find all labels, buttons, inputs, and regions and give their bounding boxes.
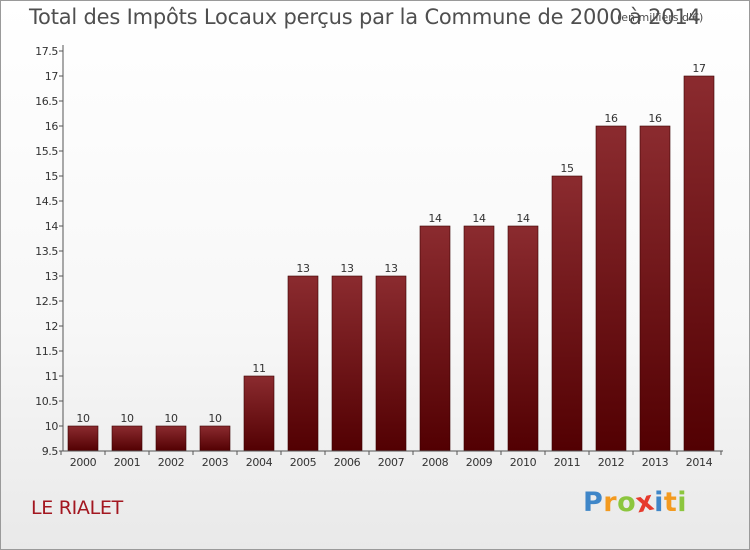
bars-group: 10 10 10 10 11 13 13 13 14 14 14 15 16 16 17 — [67, 62, 715, 452]
bar — [507, 225, 539, 452]
bar-value-label: 10 — [76, 412, 90, 425]
bar — [683, 75, 715, 452]
bar-value-label: 16 — [648, 112, 662, 125]
bar — [595, 125, 627, 452]
logo-letter: r — [603, 487, 618, 518]
bar-value-label: 14 — [472, 212, 486, 225]
y-tick-label: 11 — [45, 370, 58, 383]
y-tick-label: 16.5 — [35, 95, 58, 108]
bar — [331, 275, 363, 452]
chart-unit-note: (en milliers d'€) — [617, 11, 704, 24]
x-tick-label: 2000 — [70, 456, 97, 469]
x-tick-label: 2001 — [114, 456, 140, 469]
bar-value-label: 11 — [252, 362, 265, 375]
y-tick-label: 10.5 — [35, 395, 58, 408]
bar — [287, 275, 319, 452]
bar-value-label: 15 — [560, 162, 574, 175]
x-tick-label: 2003 — [202, 456, 229, 469]
x-tick-label: 2005 — [290, 456, 317, 469]
bar-value-label: 13 — [340, 262, 354, 275]
y-tick-label: 15.5 — [35, 145, 58, 158]
y-axis: 9.5 10 10.5 11 11.5 12 12.5 13 13.5 14 14.5 15 15.5 1… — [35, 45, 64, 458]
bar — [639, 125, 671, 452]
x-tick-label: 2002 — [158, 456, 184, 469]
y-tick-label: 12.5 — [35, 295, 58, 308]
y-tick-label: 17 — [45, 70, 59, 83]
bar-value-label: 14 — [428, 212, 442, 225]
x-tick-label: 2007 — [378, 456, 405, 469]
bar — [243, 375, 275, 452]
x-tick-label: 2013 — [642, 456, 669, 469]
chart-title: Total des Impôts Locaux perçus par la Co… — [29, 5, 701, 29]
bar-value-label: 10 — [164, 412, 178, 425]
y-tick-label: 14.5 — [35, 195, 58, 208]
commune-name: LE RIALET — [31, 497, 123, 519]
bar-value-label: 16 — [604, 112, 618, 125]
x-tick-label: 2014 — [686, 456, 713, 469]
y-tick-label: 12 — [45, 320, 58, 333]
x-tick-label: 2004 — [246, 456, 273, 469]
bar-value-label: 10 — [208, 412, 222, 425]
x-axis: 2000 2001 2002 2003 2004 2005 2006 2007 2008 2009… — [60, 450, 723, 469]
y-tick-label: 11.5 — [35, 345, 58, 358]
x-tick-label: 2008 — [422, 456, 449, 469]
bar — [551, 175, 583, 452]
proxiti-logo: Proxiti — [583, 485, 688, 519]
logo-letter: t — [663, 487, 678, 518]
bar — [199, 425, 231, 452]
logo-letter: i — [677, 487, 688, 518]
bar — [155, 425, 187, 452]
logo-letter: o — [617, 487, 637, 518]
x-tick-label: 2011 — [554, 456, 580, 469]
y-tick-label: 10 — [45, 420, 59, 433]
x-tick-label: 2010 — [510, 456, 537, 469]
bar-value-label: 13 — [296, 262, 310, 275]
x-tick-label: 2009 — [466, 456, 493, 469]
bar-value-label: 10 — [120, 412, 134, 425]
bar — [463, 225, 495, 452]
y-tick-label: 17.5 — [35, 45, 58, 58]
y-tick-label: 14 — [45, 220, 59, 233]
x-tick-label: 2012 — [598, 456, 624, 469]
bar — [67, 425, 99, 452]
bar — [111, 425, 143, 452]
bar — [419, 225, 451, 452]
y-tick-label: 16 — [45, 120, 59, 133]
y-tick-label: 13.5 — [35, 245, 58, 258]
y-tick-label: 13 — [45, 270, 59, 283]
bar-value-label: 13 — [384, 262, 398, 275]
bar-value-label: 14 — [516, 212, 530, 225]
y-tick-label: 15 — [45, 170, 59, 183]
y-tick-label: 9.5 — [42, 445, 59, 458]
bar-value-label: 17 — [692, 62, 706, 75]
bar — [375, 275, 407, 452]
x-tick-label: 2006 — [334, 456, 361, 469]
logo-letter: P — [583, 487, 604, 518]
chart-title-text: Total des Impôts Locaux perçus par la Co… — [29, 5, 701, 29]
logo-letter: i — [654, 487, 664, 518]
